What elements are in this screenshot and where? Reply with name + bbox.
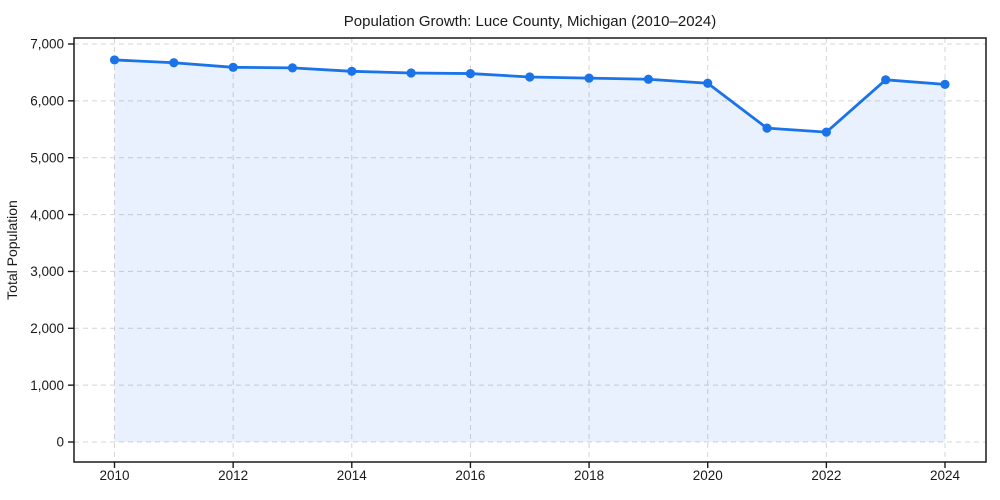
chart-plot-area: 0 1,000 2,000 3,000 4,000 5,000 6,000 7,000 2010… (30, 37, 987, 483)
data-point-2012 (228, 62, 238, 72)
x-tick-label: 2024 (930, 468, 961, 483)
data-point-2023 (881, 75, 891, 85)
x-tick-label: 2022 (811, 468, 841, 483)
data-point-2022 (821, 127, 831, 137)
data-point-2016 (465, 68, 476, 79)
data-point-2019 (643, 74, 653, 84)
x-tick-label: 2014 (337, 468, 368, 483)
data-point-2017 (525, 72, 535, 82)
y-tick-label: 1,000 (30, 378, 64, 393)
x-tick-label: 2018 (574, 468, 604, 483)
data-point-2010 (109, 55, 120, 65)
area-fill (114, 59, 945, 443)
data-point-2015 (406, 68, 416, 78)
y-tick-label: 4,000 (30, 207, 64, 222)
data-point-2014 (347, 66, 357, 76)
y-tick-label: 3,000 (30, 264, 64, 279)
y-tick-label: 2,000 (30, 321, 64, 336)
data-point-2020 (703, 78, 713, 88)
x-tick-label: 2012 (218, 468, 248, 483)
y-tick-label: 5,000 (30, 150, 64, 165)
y-tick-label: 6,000 (30, 94, 64, 109)
data-point-2013 (287, 63, 298, 73)
data-point-2018 (584, 73, 594, 83)
x-tick-label: 2016 (455, 468, 485, 483)
x-tick-label: 2010 (99, 468, 129, 483)
plot-border (73, 37, 987, 463)
x-tick-label: 2020 (693, 468, 723, 483)
y-tick-label: 7,000 (30, 37, 64, 52)
y-tick-label: 0 (56, 435, 64, 450)
data-point-2021 (762, 123, 772, 133)
chart-title: Population Growth: Luce County, Michigan… (344, 13, 716, 30)
y-axis-label: Total Population (4, 200, 20, 300)
data-point-2011 (169, 58, 179, 68)
data-point-2024 (940, 79, 950, 89)
